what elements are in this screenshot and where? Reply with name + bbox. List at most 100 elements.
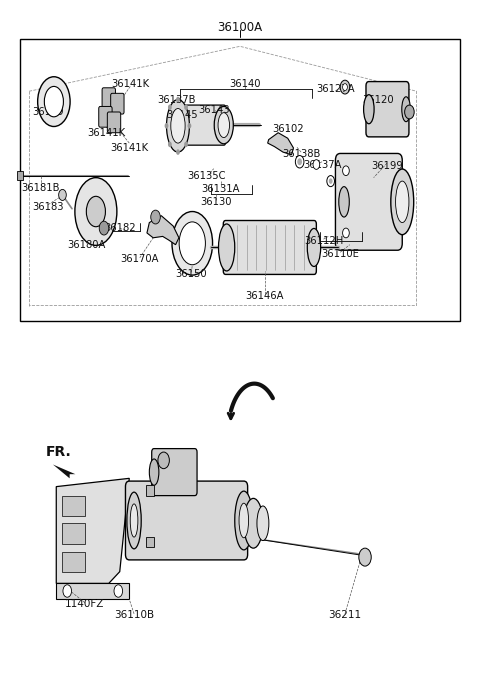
- Circle shape: [63, 585, 72, 598]
- FancyBboxPatch shape: [366, 82, 409, 137]
- FancyBboxPatch shape: [336, 153, 402, 251]
- FancyBboxPatch shape: [170, 105, 226, 145]
- Circle shape: [99, 221, 109, 235]
- FancyBboxPatch shape: [108, 112, 120, 133]
- Ellipse shape: [239, 503, 249, 538]
- Circle shape: [359, 548, 371, 566]
- Ellipse shape: [364, 94, 374, 124]
- Ellipse shape: [167, 99, 190, 152]
- FancyBboxPatch shape: [125, 481, 248, 560]
- Text: 36139: 36139: [32, 107, 64, 117]
- Circle shape: [313, 160, 320, 169]
- Text: 36183: 36183: [33, 202, 64, 212]
- Circle shape: [405, 105, 414, 119]
- Ellipse shape: [86, 196, 106, 227]
- Text: 36131A: 36131A: [202, 184, 240, 194]
- Circle shape: [295, 155, 304, 168]
- Circle shape: [343, 84, 348, 90]
- Text: 36112H: 36112H: [304, 235, 343, 246]
- Circle shape: [114, 585, 122, 598]
- Text: 36141K: 36141K: [110, 143, 148, 153]
- Circle shape: [151, 210, 160, 224]
- Text: 36141K: 36141K: [87, 128, 125, 137]
- Circle shape: [343, 228, 349, 238]
- Ellipse shape: [130, 504, 138, 537]
- Polygon shape: [147, 216, 179, 245]
- Polygon shape: [56, 584, 129, 600]
- Circle shape: [176, 96, 180, 102]
- Circle shape: [340, 81, 350, 94]
- FancyBboxPatch shape: [152, 448, 197, 496]
- Ellipse shape: [75, 178, 117, 246]
- Text: 36110B: 36110B: [114, 610, 154, 620]
- Text: 36137B: 36137B: [158, 94, 196, 105]
- Ellipse shape: [339, 187, 349, 217]
- Text: 36143: 36143: [198, 105, 229, 115]
- Circle shape: [158, 452, 169, 468]
- Text: 36141K: 36141K: [111, 79, 149, 90]
- Bar: [20, 39, 460, 321]
- Circle shape: [184, 105, 188, 110]
- Ellipse shape: [235, 491, 253, 550]
- Ellipse shape: [214, 106, 233, 144]
- Text: 36180A: 36180A: [67, 239, 106, 250]
- Text: 36150: 36150: [176, 269, 207, 279]
- Text: 1140FZ: 1140FZ: [65, 599, 105, 609]
- Circle shape: [59, 189, 66, 201]
- Text: 36182: 36182: [104, 223, 135, 233]
- Ellipse shape: [37, 77, 70, 126]
- Circle shape: [184, 142, 188, 147]
- Ellipse shape: [218, 112, 229, 137]
- Text: 36170A: 36170A: [120, 254, 159, 264]
- Text: 36140: 36140: [229, 79, 261, 90]
- Ellipse shape: [218, 224, 235, 271]
- Text: 36120: 36120: [362, 94, 394, 105]
- Text: 36137A: 36137A: [303, 160, 341, 169]
- Polygon shape: [268, 133, 293, 155]
- Ellipse shape: [391, 169, 414, 235]
- Bar: [62, 523, 85, 544]
- Ellipse shape: [402, 96, 410, 121]
- Text: 36100A: 36100A: [217, 21, 263, 34]
- Bar: [62, 496, 85, 516]
- Ellipse shape: [149, 459, 159, 485]
- Ellipse shape: [307, 228, 321, 266]
- Ellipse shape: [172, 212, 213, 275]
- Circle shape: [343, 166, 349, 176]
- Text: 36135C: 36135C: [187, 171, 226, 180]
- Ellipse shape: [44, 87, 63, 117]
- Ellipse shape: [179, 222, 205, 264]
- Text: 36130: 36130: [200, 197, 232, 207]
- Circle shape: [168, 142, 172, 147]
- Text: 36127A: 36127A: [316, 84, 355, 94]
- Bar: [145, 485, 154, 496]
- Text: FR.: FR.: [45, 445, 71, 459]
- Ellipse shape: [257, 506, 269, 541]
- Text: 36146A: 36146A: [246, 291, 284, 301]
- Text: 36211: 36211: [328, 610, 361, 620]
- Circle shape: [188, 123, 192, 128]
- Ellipse shape: [171, 108, 185, 143]
- Circle shape: [329, 178, 333, 184]
- Polygon shape: [56, 478, 129, 584]
- Ellipse shape: [396, 181, 409, 223]
- Circle shape: [297, 158, 302, 165]
- Polygon shape: [53, 464, 75, 478]
- Circle shape: [168, 105, 172, 110]
- Ellipse shape: [127, 492, 141, 549]
- FancyBboxPatch shape: [102, 88, 116, 108]
- Circle shape: [327, 176, 335, 187]
- Text: 36181B: 36181B: [21, 183, 60, 193]
- Text: 36199: 36199: [371, 161, 403, 171]
- Text: 36145: 36145: [166, 110, 198, 120]
- FancyBboxPatch shape: [223, 221, 316, 274]
- Bar: [17, 171, 23, 180]
- Text: 36138B: 36138B: [282, 149, 320, 159]
- Text: 36102: 36102: [272, 124, 303, 133]
- Circle shape: [176, 149, 180, 155]
- FancyBboxPatch shape: [111, 93, 124, 114]
- Bar: [62, 552, 85, 572]
- Circle shape: [165, 123, 168, 128]
- Text: 36110E: 36110E: [321, 248, 359, 259]
- FancyBboxPatch shape: [99, 106, 112, 127]
